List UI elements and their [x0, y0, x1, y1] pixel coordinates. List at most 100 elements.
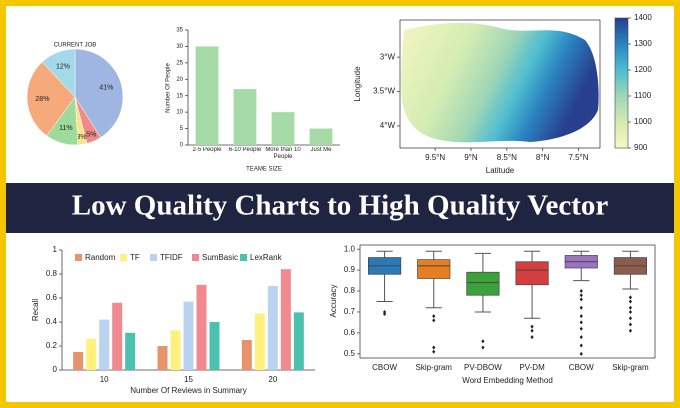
y-tick-label: 4°W: [380, 121, 396, 130]
slice-label: 5%: [86, 131, 96, 138]
flier: [432, 345, 436, 350]
y-tick-label: 0: [53, 365, 58, 374]
axes: [359, 244, 656, 359]
box: [515, 261, 549, 286]
colorbar-tick-label: 1000: [634, 117, 652, 126]
bar: [112, 302, 123, 370]
flier: [382, 309, 387, 314]
flier: [432, 318, 436, 323]
slice-label: 28%: [35, 96, 49, 103]
legend-swatch: [240, 254, 247, 261]
bar: [271, 112, 295, 145]
bar: [183, 301, 194, 370]
y-tick-label: 1.0: [344, 244, 356, 253]
flier: [579, 293, 583, 298]
bar: [170, 330, 181, 370]
x-tick-wrap: More than 10 People: [265, 147, 301, 160]
x-tick-label: CBOW: [569, 363, 594, 372]
y-tick-label: 30: [176, 44, 183, 50]
bar: [195, 46, 219, 145]
legend-label: LexRank: [250, 253, 283, 262]
y-tick-label: 0: [180, 143, 184, 149]
colorbar-tick-label: 900: [634, 143, 648, 152]
bar: [233, 89, 257, 145]
title: CURRENT JOB: [54, 43, 97, 49]
legend-swatch: [150, 254, 157, 261]
y-tick-label: 3.5°W: [373, 87, 395, 96]
x-tick-wrap: 6-10 People: [228, 147, 262, 153]
flier: [432, 349, 436, 354]
x-tick-label: Skip-gram: [612, 363, 649, 372]
flier: [579, 320, 583, 325]
flier: [628, 309, 633, 314]
y-tick-label: 0.8: [344, 286, 356, 295]
banner-title: Low Quality Charts to High Quality Vecto…: [72, 190, 609, 222]
bar: [157, 346, 168, 370]
ylabel: Accuracy: [329, 285, 338, 318]
axes: [61, 250, 315, 371]
bar: [125, 332, 136, 370]
x-tick-label: CBOW: [372, 363, 397, 372]
x-tick-label: 6-10 People: [228, 147, 262, 153]
flier: [628, 305, 633, 310]
bar: [99, 319, 110, 370]
slice-label: 41%: [99, 85, 113, 92]
contour-field: [401, 22, 599, 143]
flier: [628, 322, 633, 327]
ylabel: Number Of People: [166, 62, 172, 112]
flier: [628, 295, 633, 300]
x-tick-label: 7.5°N: [568, 153, 588, 162]
x-tick-label: 15: [184, 375, 193, 384]
axes: [399, 19, 601, 149]
x-tick-label: 9°N: [464, 153, 478, 162]
bar: [86, 338, 97, 370]
flier: [530, 335, 534, 340]
x-tick-label: 10: [100, 375, 109, 384]
bar: [209, 322, 220, 370]
bar: [254, 313, 265, 370]
flier: [628, 316, 633, 321]
y-tick-label: 0.8: [46, 269, 58, 278]
flier: [579, 305, 583, 310]
flier: [481, 339, 485, 344]
colorbar-tick-label: 1300: [634, 39, 652, 48]
legend-swatch: [192, 254, 199, 261]
pie-slice: [74, 48, 124, 138]
flier: [579, 343, 583, 348]
flier: [628, 299, 633, 304]
legend-label: Random: [85, 253, 116, 262]
y-tick-label: 25: [176, 60, 183, 66]
y-tick-label: 35: [176, 28, 183, 34]
legend-label: TF: [130, 253, 140, 262]
xlabel: Word Embedding Method: [462, 376, 553, 385]
xlabel: TEAME SIZE: [246, 167, 282, 173]
flier: [579, 335, 583, 340]
flier: [579, 289, 583, 294]
x-tick-label: Skip-gram: [416, 363, 453, 372]
pie-slice: [41, 48, 76, 98]
colorbar: [614, 17, 629, 149]
x-tick-label: 20: [268, 375, 277, 384]
colorbar-tick-label: 1100: [634, 91, 652, 100]
x-tick-label: 8°N: [536, 153, 550, 162]
bar: [280, 269, 291, 370]
x-tick-label: 9.5°N: [425, 153, 445, 162]
flier: [530, 328, 534, 333]
pie-slice: [26, 61, 76, 137]
y-tick-label: 10: [176, 110, 183, 116]
slice-label: 11%: [59, 125, 73, 132]
x-tick-label: 8.5°N: [497, 153, 517, 162]
ylabel: Recall: [31, 299, 40, 321]
y-tick-label: 0.5: [344, 349, 356, 358]
legend-label: TFIDF: [160, 253, 183, 262]
x-tick-label: More than 10 People: [265, 147, 301, 160]
y-tick-label: 0.6: [344, 328, 356, 337]
x-tick-label: Just Me: [310, 147, 332, 153]
x-tick-wrap: Just Me: [310, 147, 332, 153]
flier: [579, 297, 583, 302]
x-tick-label: PV-DBOW: [464, 363, 502, 372]
flier: [579, 351, 583, 356]
box: [466, 271, 500, 296]
colorbar-tick-label: 1400: [634, 13, 652, 22]
